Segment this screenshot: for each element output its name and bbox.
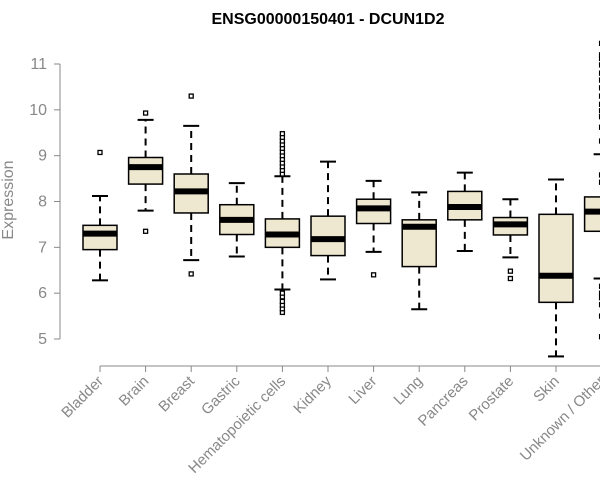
outlier-point (507, 275, 514, 282)
box-group (492, 198, 529, 282)
box-group (264, 131, 301, 316)
x-tick-label: Kidney (290, 372, 335, 417)
x-tick-label: Liver (345, 373, 380, 408)
x-tick-label: Skin (530, 373, 563, 406)
box-group (583, 40, 600, 340)
x-tick-label: Prostate (466, 373, 518, 425)
x-tick-label: Bladder (58, 373, 107, 422)
box-group (127, 110, 164, 234)
box-group (538, 178, 574, 358)
box-group (310, 160, 346, 281)
y-tick-label: 8 (38, 194, 47, 211)
y-tick-label: 7 (38, 239, 47, 256)
y-axis-label: Expression (0, 160, 17, 239)
x-tick-label: Breast (155, 372, 198, 415)
chart-title: ENSG00000150401 - DCUN1D2 (211, 11, 444, 28)
outlier-point (97, 149, 103, 156)
box-group (173, 93, 209, 277)
outlier-point (279, 131, 286, 137)
box-series (82, 40, 600, 358)
y-tick-label: 6 (38, 285, 47, 302)
y-axis: 5 6 7 8 9 10 11 (29, 56, 61, 348)
x-tick-label: Brain (116, 373, 153, 410)
box-group (82, 149, 118, 282)
outlier-point (188, 271, 194, 277)
outlier-point (142, 228, 149, 234)
y-tick-label: 9 (38, 148, 47, 165)
box-group (219, 182, 255, 258)
x-tick-label: Pancreas (415, 373, 472, 430)
box-group (447, 171, 483, 252)
outlier-point (279, 290, 286, 296)
x-tick-label: Lung (390, 373, 426, 409)
box-iqr (310, 215, 346, 257)
x-tick-label: Gastric (198, 372, 244, 418)
y-tick-label: 5 (38, 331, 47, 348)
box-group (355, 179, 392, 278)
y-tick-label: 10 (29, 102, 47, 119)
outlier-point (142, 110, 149, 116)
box-iqr (82, 224, 118, 251)
outlier-point (188, 93, 194, 99)
box-group (401, 191, 437, 311)
box-iqr (538, 213, 574, 304)
outlier-point (279, 298, 286, 305)
box-iqr (127, 156, 164, 185)
outlier-point (370, 272, 377, 278)
y-tick-label: 11 (30, 56, 47, 73)
outlier-point (507, 268, 514, 274)
